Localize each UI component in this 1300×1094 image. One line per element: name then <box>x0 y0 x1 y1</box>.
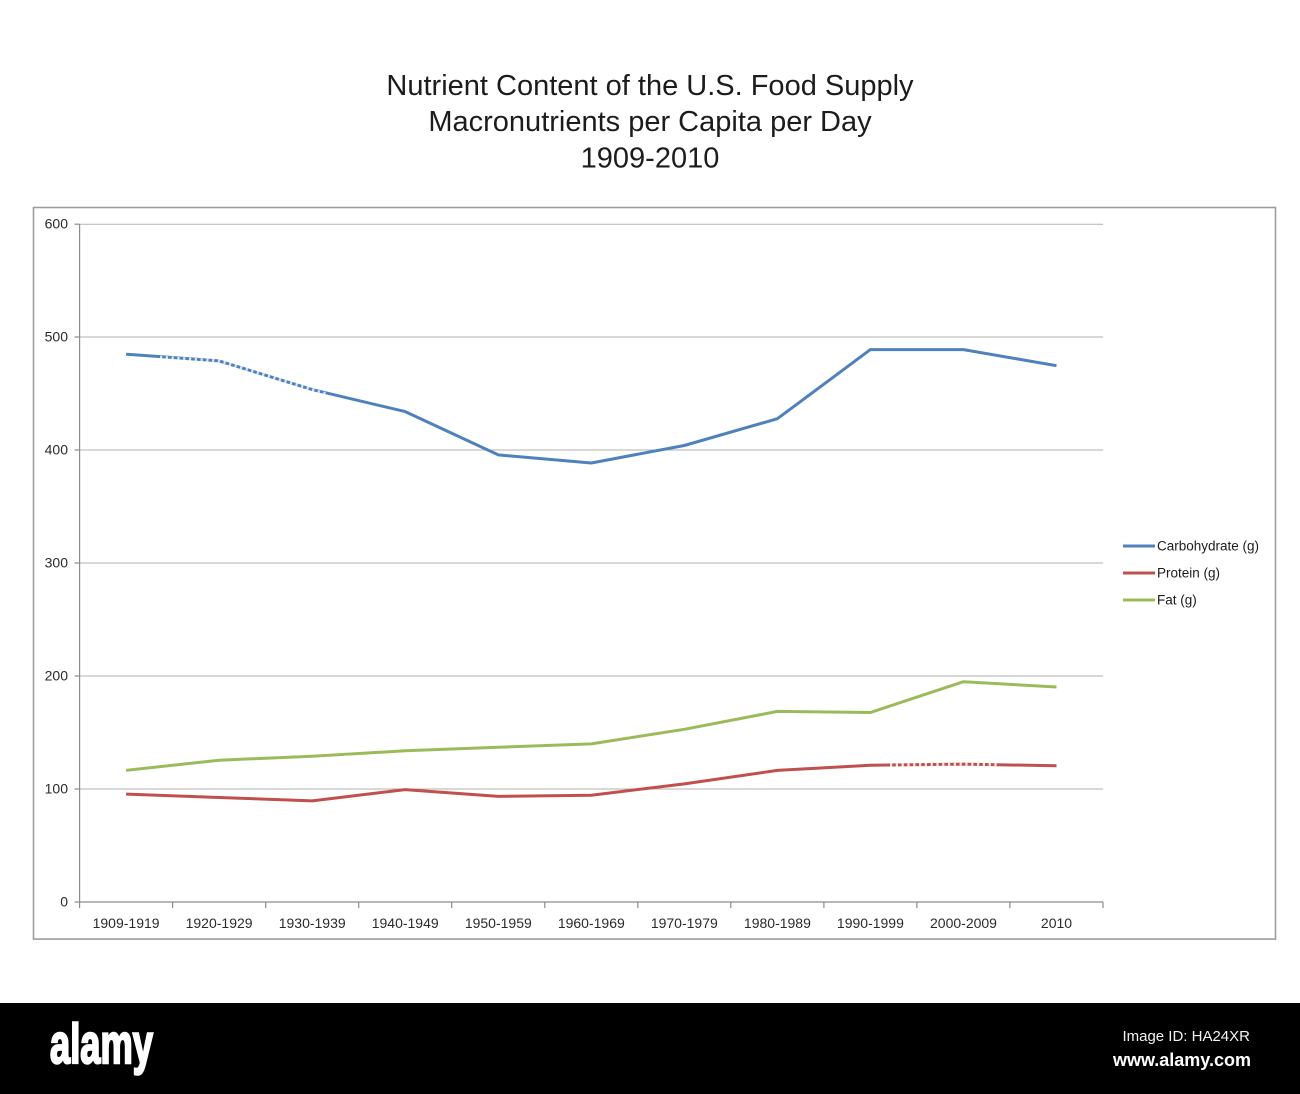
svg-text:100: 100 <box>45 780 69 796</box>
svg-text:1909-1919: 1909-1919 <box>93 915 160 931</box>
svg-text:alamy: alamy <box>50 1012 153 1075</box>
svg-text:200: 200 <box>45 667 69 683</box>
svg-text:www.alamy.com: www.alamy.com <box>1112 1050 1251 1070</box>
svg-text:1909-2010: 1909-2010 <box>581 143 720 175</box>
svg-text:1960-1969: 1960-1969 <box>558 915 625 931</box>
svg-text:2000-2009: 2000-2009 <box>930 915 997 931</box>
svg-text:1930-1939: 1930-1939 <box>279 915 346 931</box>
svg-text:1980-1989: 1980-1989 <box>744 915 811 931</box>
svg-text:300: 300 <box>45 554 69 570</box>
svg-text:Image ID: HA24XR: Image ID: HA24XR <box>1122 1028 1250 1045</box>
svg-text:400: 400 <box>45 441 69 457</box>
svg-text:1940-1949: 1940-1949 <box>372 915 439 931</box>
svg-text:Carbohydrate (g): Carbohydrate (g) <box>1157 539 1259 554</box>
svg-text:Macronutrients per Capita per: Macronutrients per Capita per Day <box>428 106 872 138</box>
svg-text:0: 0 <box>60 893 68 909</box>
svg-text:2010: 2010 <box>1041 915 1072 931</box>
svg-text:Protein (g): Protein (g) <box>1157 566 1220 581</box>
svg-text:1970-1979: 1970-1979 <box>651 915 718 931</box>
svg-text:Fat (g): Fat (g) <box>1157 593 1197 608</box>
svg-text:Nutrient Content of the U.S. F: Nutrient Content of the U.S. Food Supply <box>386 70 914 102</box>
svg-text:500: 500 <box>45 328 69 344</box>
svg-text:600: 600 <box>45 216 69 232</box>
svg-text:1990-1999: 1990-1999 <box>837 915 904 931</box>
svg-text:1950-1959: 1950-1959 <box>465 915 532 931</box>
svg-text:1920-1929: 1920-1929 <box>186 915 253 931</box>
